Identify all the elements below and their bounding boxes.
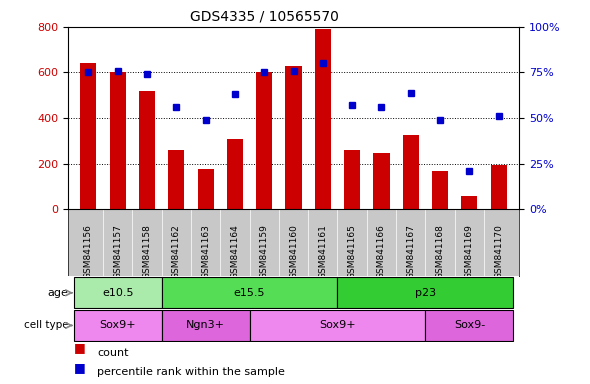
Bar	[315, 29, 331, 209]
Bar	[432, 170, 448, 209]
Bar	[344, 150, 360, 209]
Text: Ngn3+: Ngn3+	[186, 320, 225, 331]
Bar	[168, 150, 184, 209]
Text: Sox9-: Sox9-	[454, 320, 485, 331]
Bar	[198, 169, 214, 209]
Bar	[74, 310, 162, 341]
Bar	[74, 277, 162, 308]
Bar	[491, 165, 507, 209]
Bar	[461, 195, 477, 209]
Text: e15.5: e15.5	[234, 288, 266, 298]
Text: percentile rank within the sample: percentile rank within the sample	[97, 367, 285, 377]
Text: ■: ■	[74, 341, 86, 354]
Bar	[286, 66, 301, 209]
Bar	[250, 310, 425, 341]
Bar	[80, 63, 96, 209]
Bar	[162, 310, 250, 341]
Text: ■: ■	[74, 361, 86, 374]
Bar	[256, 73, 272, 209]
Text: GDS4335 / 10565570: GDS4335 / 10565570	[189, 9, 339, 23]
Text: age: age	[48, 288, 68, 298]
Text: cell type: cell type	[24, 320, 68, 331]
Text: p23: p23	[415, 288, 436, 298]
Text: e10.5: e10.5	[102, 288, 133, 298]
Text: Sox9+: Sox9+	[99, 320, 136, 331]
Bar	[227, 139, 243, 209]
Text: count: count	[97, 348, 129, 358]
Bar	[162, 277, 337, 308]
Bar	[139, 91, 155, 209]
Bar	[337, 277, 513, 308]
Bar	[110, 73, 126, 209]
Bar	[373, 154, 389, 209]
Text: Sox9+: Sox9+	[319, 320, 356, 331]
Bar	[403, 135, 419, 209]
Bar	[425, 310, 513, 341]
